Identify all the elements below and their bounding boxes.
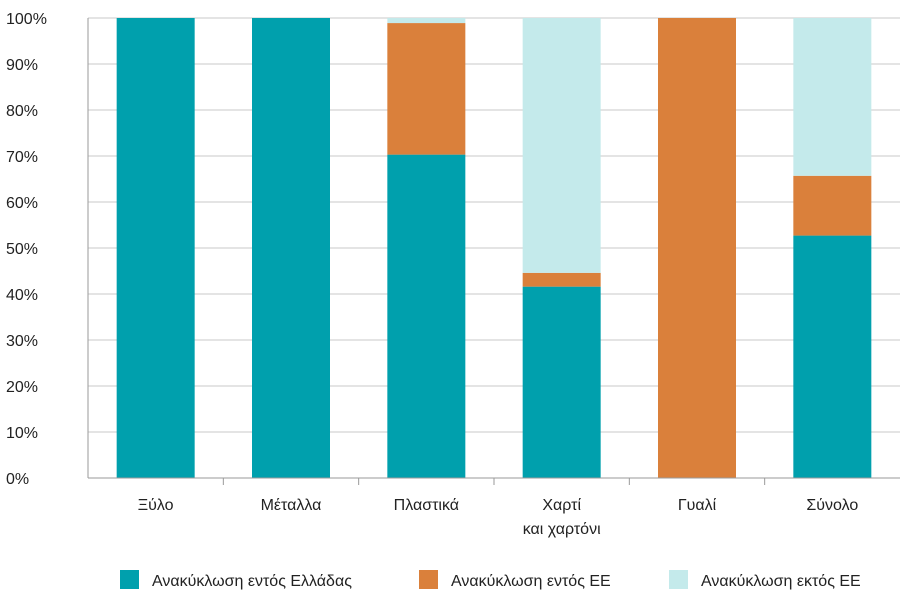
y-tick-label: 100% xyxy=(6,11,47,28)
y-tick-label: 30% xyxy=(6,333,38,350)
bar-segment xyxy=(793,18,872,176)
y-tick-label: 90% xyxy=(6,57,38,74)
legend-swatch xyxy=(120,570,139,589)
x-tick-label: και χαρτόνι xyxy=(523,521,601,538)
x-tick-label: Πλαστικά xyxy=(394,497,459,514)
bar-segment xyxy=(387,23,466,155)
axis-labels: 0% 10% 20% 30% 40% 50% 60% 70% 80% 90% 100% Ξύλο Μέτ… xyxy=(6,11,858,538)
bar-segment xyxy=(658,18,736,478)
y-tick-label: 10% xyxy=(6,425,38,442)
legend-label: Ανακύκλωση εντός ΕΕ xyxy=(451,573,611,590)
y-tick-label: 50% xyxy=(6,241,38,258)
x-tick-label: Γυαλί xyxy=(678,497,717,514)
bar-segment xyxy=(252,18,330,478)
x-tick-label: Χαρτί xyxy=(542,497,581,514)
legend: Ανακύκλωση εντός Ελλάδας Ανακύκλωση εντός… xyxy=(120,570,861,590)
x-tick-label: Ξύλο xyxy=(138,497,174,514)
y-tick-label: 40% xyxy=(6,287,38,304)
bar-segment xyxy=(522,18,601,273)
y-tick-label: 0% xyxy=(6,471,29,488)
bar-segment xyxy=(522,272,601,287)
legend-swatch xyxy=(669,570,688,589)
bars xyxy=(116,18,872,478)
y-tick-label: 20% xyxy=(6,379,38,396)
bar-segment xyxy=(387,18,466,24)
x-tick-label: Μέταλλα xyxy=(261,497,322,514)
bar-segment xyxy=(793,235,872,478)
x-tick-label: Σύνολο xyxy=(806,497,858,514)
bar-segment xyxy=(793,175,872,236)
grid-lines xyxy=(88,17,900,433)
y-tick-label: 80% xyxy=(6,103,38,120)
legend-swatch xyxy=(419,570,438,589)
legend-label: Ανακύκλωση εκτός ΕΕ xyxy=(701,573,861,590)
y-tick-label: 70% xyxy=(6,149,38,166)
axes xyxy=(87,18,900,485)
bar-segment xyxy=(387,154,466,478)
legend-label: Ανακύκλωση εντός Ελλάδας xyxy=(152,573,352,590)
bar-segment xyxy=(116,18,195,478)
bar-segment xyxy=(522,286,601,478)
y-tick-label: 60% xyxy=(6,195,38,212)
